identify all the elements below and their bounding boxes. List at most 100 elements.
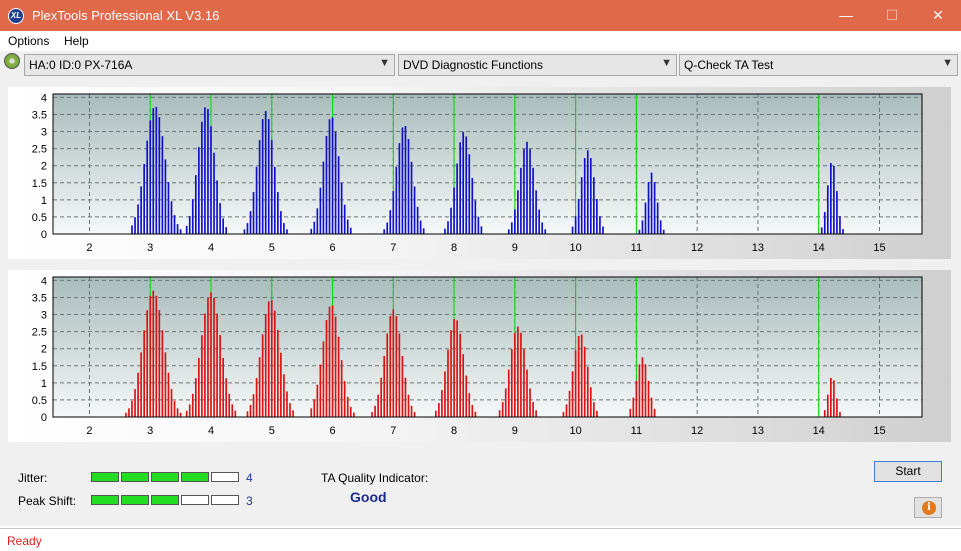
chart-bar (477, 216, 480, 234)
chart-bar (532, 167, 534, 234)
x-tick-label: 14 (813, 242, 825, 254)
chart-bar (839, 411, 841, 417)
chart-bar (201, 121, 203, 234)
chart-bar (258, 140, 261, 234)
drive-select[interactable]: HA:0 ID:0 PX-716A ▼ (24, 54, 395, 76)
toolbar: HA:0 ID:0 PX-716A ▼ DVD Diagnostic Funct… (0, 51, 961, 79)
x-tick-label: 11 (631, 242, 642, 254)
chart-bar (267, 119, 270, 234)
x-tick-label: 14 (813, 425, 825, 437)
chart-bar (447, 349, 449, 417)
chart-bar (234, 410, 237, 417)
chart-bar (419, 220, 422, 234)
x-tick-label: 13 (752, 242, 764, 254)
y-tick-label: 3.5 (32, 109, 47, 121)
y-tick-label: 0 (41, 412, 47, 424)
chart-bar (134, 389, 136, 417)
chart-bar (510, 222, 513, 234)
menu-help[interactable]: Help (64, 34, 89, 48)
chart-bar (823, 410, 826, 417)
y-tick-label: 2 (41, 344, 47, 356)
chart-bar (653, 408, 656, 417)
land-jitter-chart: 0 0.5 1 1.5 2 2.5 3 3.5 4 2 3 4 5 6 7 8 9 10 11 12 13 14 15 (32, 92, 923, 254)
minimize-button[interactable]: — (839, 7, 853, 23)
chart-bar (328, 306, 331, 417)
disc-drive-icon (4, 53, 20, 69)
chart-bar (441, 390, 443, 417)
chart-bar (340, 360, 343, 417)
chart-bar (833, 380, 835, 417)
maximize-button[interactable]: ☐ (885, 7, 899, 23)
jitter-segment (211, 472, 239, 482)
chart-bar (407, 394, 410, 417)
menu-options[interactable]: Options (8, 34, 50, 48)
chart-bar (325, 136, 328, 234)
chart-bar (191, 199, 194, 234)
info-icon: i (922, 501, 936, 515)
y-tick-label: 0.5 (32, 395, 47, 407)
chart-bar (331, 305, 334, 417)
chart-bar (310, 408, 313, 417)
y-tick-label: 2.5 (32, 144, 47, 156)
test-select-value: Q-Check TA Test (684, 58, 774, 72)
chart-bar (322, 341, 325, 417)
x-tick-label: 4 (208, 242, 214, 254)
start-button[interactable]: Start (874, 461, 942, 482)
chart-bar (638, 364, 641, 417)
chart-bar (198, 357, 200, 417)
chart-bar (583, 158, 586, 234)
chart-bar (456, 320, 458, 417)
y-tick-label: 1.5 (32, 361, 47, 373)
chart-bar (468, 393, 471, 417)
x-tick-label: 5 (269, 242, 275, 254)
function-select[interactable]: DVD Diagnostic Functions ▼ (398, 54, 677, 76)
chart-bar (498, 410, 501, 417)
chart-bar (544, 229, 547, 234)
chart-bar (337, 336, 340, 417)
chart-bar (839, 216, 841, 234)
chart-bar (602, 226, 604, 234)
close-button[interactable]: ✕ (932, 7, 944, 23)
chart-bar (231, 404, 234, 417)
chart-bar (155, 295, 158, 417)
chart-bar (392, 190, 395, 234)
chart-bar (334, 131, 337, 234)
chart-bar (146, 310, 149, 417)
chart-bar (179, 412, 182, 417)
chart-bar (501, 402, 504, 417)
chart-bar (152, 108, 155, 234)
chart-bar (641, 357, 644, 417)
chart-bar (593, 177, 595, 234)
chart-bar (644, 364, 647, 417)
chart-bar (343, 381, 346, 417)
info-button[interactable]: i (914, 497, 942, 518)
chart-bar (404, 125, 407, 234)
chart-bar (352, 412, 355, 417)
chart-bar (225, 227, 228, 234)
chart-bar (650, 172, 653, 234)
chart-bar (510, 349, 513, 417)
y-tick-label: 2.5 (32, 327, 47, 339)
chart-bar (474, 411, 477, 417)
chart-bar (146, 140, 149, 234)
app-logo-icon: XL (8, 8, 24, 24)
chart-bar (158, 117, 161, 234)
x-tick-label: 7 (390, 242, 396, 254)
chart-bar (286, 391, 288, 417)
chart-bar (340, 182, 343, 234)
x-tick-label: 9 (512, 425, 518, 437)
jitter-segment (151, 472, 179, 482)
chart-bar (313, 221, 316, 234)
test-select[interactable]: Q-Check TA Test ▼ (679, 54, 958, 76)
chart-bar (164, 352, 167, 417)
chart-bar (349, 227, 352, 234)
chart-bar (277, 329, 279, 417)
window-title: PlexTools Professional XL V3.16 (32, 8, 220, 23)
chart-bar (371, 412, 373, 417)
chart-bar (474, 200, 477, 234)
x-tick-label: 11 (631, 425, 642, 437)
chart-bar (413, 412, 416, 417)
chart-bar (647, 380, 650, 417)
y-tick-label: 1 (41, 195, 47, 207)
chart-bar (346, 396, 349, 417)
